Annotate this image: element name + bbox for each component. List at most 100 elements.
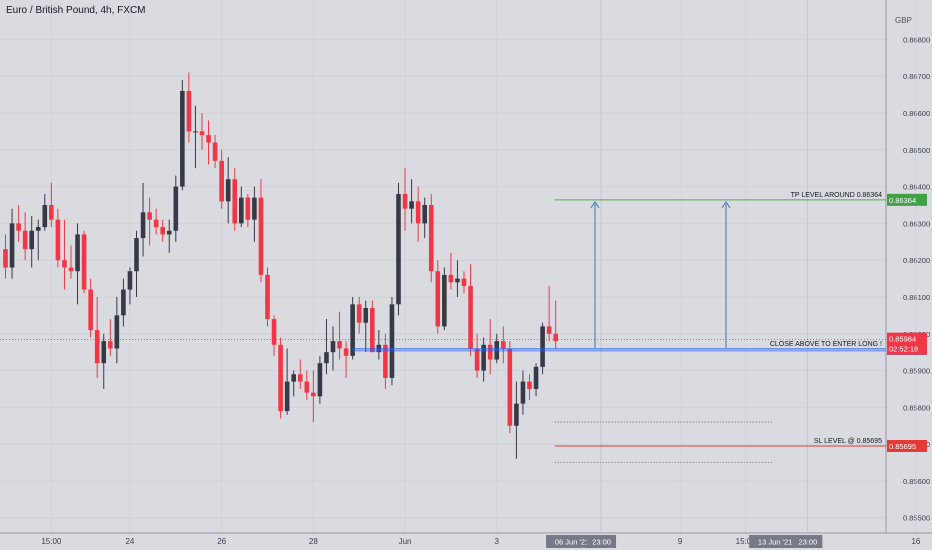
candle-body bbox=[180, 90, 185, 187]
candle-body bbox=[42, 204, 48, 228]
candle-body bbox=[317, 363, 323, 397]
sl-level-label: SL LEVEL @ 0.85695 bbox=[814, 438, 882, 445]
countdown-text: 02:52:18 bbox=[889, 345, 918, 354]
candle-body bbox=[324, 352, 329, 364]
candle-body bbox=[501, 341, 506, 349]
candle-body bbox=[271, 319, 277, 345]
candle-body bbox=[304, 381, 310, 393]
candle-body bbox=[311, 392, 316, 397]
candle-body bbox=[409, 201, 414, 209]
candle-body bbox=[461, 278, 467, 286]
x-tick-label: 24 bbox=[125, 537, 134, 546]
candle-body bbox=[134, 238, 139, 272]
time-badge bbox=[749, 535, 802, 548]
y-tick-label: 0.85900 bbox=[903, 367, 930, 376]
candle-body bbox=[363, 308, 369, 323]
candle-body bbox=[127, 271, 133, 290]
x-tick-label: 15:00 bbox=[41, 537, 62, 546]
candle-body bbox=[140, 212, 146, 239]
candle-body bbox=[291, 374, 296, 382]
tp-level-label: TP LEVEL AROUND 0.86364 bbox=[791, 192, 883, 199]
candle-body bbox=[49, 204, 54, 220]
candle-body bbox=[278, 344, 283, 412]
sl-price-badge-text: 0.85695 bbox=[889, 442, 916, 451]
candle-body bbox=[232, 179, 238, 224]
candle-body bbox=[81, 234, 87, 290]
candle-body bbox=[245, 197, 251, 220]
candle-body bbox=[343, 348, 349, 356]
candle-body bbox=[553, 333, 558, 342]
candle-body bbox=[415, 201, 421, 224]
candle-body bbox=[186, 90, 192, 132]
candle-body bbox=[546, 326, 552, 334]
candle-body bbox=[540, 326, 545, 367]
y-tick-label: 0.86100 bbox=[903, 293, 930, 302]
candle-body bbox=[108, 341, 113, 349]
candle-body bbox=[520, 381, 526, 404]
sl-price-badge bbox=[887, 439, 927, 452]
chart-title: Euro / British Pound, 4h, FXCM bbox=[6, 5, 146, 16]
y-tick-label: 0.86300 bbox=[903, 219, 930, 228]
candle-body bbox=[68, 267, 74, 272]
candle-body bbox=[474, 348, 480, 371]
y-tick-label: 0.85500 bbox=[903, 514, 930, 523]
time-badge-label: 13 Jun '21 bbox=[758, 538, 792, 547]
candle-body bbox=[29, 230, 34, 250]
y-tick-label: 0.86400 bbox=[903, 183, 930, 192]
y-tick-label: 0.86800 bbox=[903, 35, 930, 44]
candle-body bbox=[428, 204, 434, 272]
candle-body bbox=[9, 223, 15, 268]
x-tick-label: 28 bbox=[309, 537, 318, 546]
candle-body bbox=[193, 131, 198, 133]
candle-body bbox=[481, 344, 486, 371]
candle-body bbox=[337, 341, 342, 349]
candle-body bbox=[435, 271, 441, 327]
candle-body bbox=[284, 381, 290, 412]
y-tick-label: 0.86600 bbox=[903, 109, 930, 118]
current-price-text: 0.85984 bbox=[889, 335, 916, 344]
candle-body bbox=[389, 304, 395, 378]
candle-body bbox=[527, 381, 532, 389]
tp-arrow-head bbox=[721, 200, 731, 209]
y-tick-label: 0.86200 bbox=[903, 256, 930, 265]
candle-body bbox=[62, 260, 67, 268]
candle-body bbox=[219, 160, 224, 202]
tp-arrow-head bbox=[590, 200, 600, 209]
candle-body bbox=[16, 223, 21, 231]
y-tick-label: 0.85600 bbox=[903, 477, 930, 486]
time-badge-label: 23:00 bbox=[798, 538, 817, 547]
candle-body bbox=[297, 374, 303, 382]
x-tick-label: 26 bbox=[217, 537, 226, 546]
candle-body bbox=[514, 403, 519, 426]
candle-body bbox=[258, 197, 264, 275]
candle-body bbox=[75, 234, 80, 272]
candle-body bbox=[468, 285, 473, 349]
candle-body bbox=[507, 348, 513, 426]
y-tick-label: 0.85800 bbox=[903, 403, 930, 412]
y-tick-label: 0.86700 bbox=[903, 72, 930, 81]
candle-body bbox=[455, 278, 460, 283]
candle-body bbox=[173, 186, 179, 231]
candle-body bbox=[225, 179, 231, 202]
candle-body bbox=[153, 219, 159, 228]
candle-body bbox=[88, 289, 93, 331]
candle-body bbox=[212, 142, 218, 161]
candle-body bbox=[35, 227, 41, 231]
time-badge bbox=[793, 535, 823, 548]
candle-body bbox=[383, 344, 388, 378]
x-tick-label: 9 bbox=[678, 537, 683, 546]
candle-body bbox=[121, 289, 126, 316]
candle-body bbox=[487, 344, 493, 360]
candle-body bbox=[114, 315, 120, 349]
time-badge bbox=[587, 535, 617, 548]
candle-body bbox=[206, 135, 211, 143]
x-tick-label: 15:00 bbox=[736, 537, 757, 546]
candle-body bbox=[147, 212, 152, 220]
candle-body bbox=[252, 197, 257, 220]
candle-body bbox=[22, 230, 28, 250]
x-tick-label: Jun bbox=[399, 537, 412, 546]
candle-body bbox=[160, 227, 165, 235]
